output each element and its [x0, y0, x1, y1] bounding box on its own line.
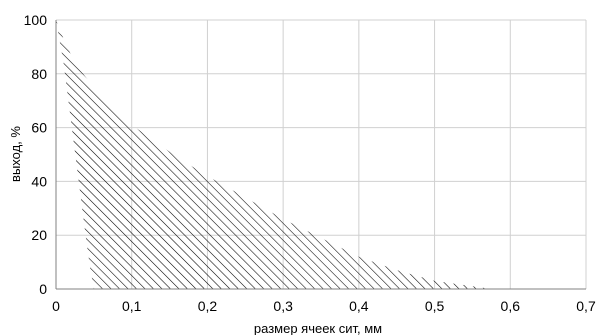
x-tick-label-2: 0,2 — [198, 298, 218, 314]
y-axis-title: выход, % — [8, 126, 23, 182]
y-tick-label-0: 0 — [39, 281, 47, 297]
x-tick-label-0: 0 — [52, 298, 60, 314]
y-tick-label-3: 60 — [31, 120, 47, 136]
x-tick-label-1: 0,1 — [122, 298, 142, 314]
x-tick-label-5: 0,5 — [425, 298, 445, 314]
y-tick-label-5: 100 — [24, 12, 48, 28]
x-tick-label-3: 0,3 — [273, 298, 293, 314]
y-tick-labels: 0 20 40 60 80 100 — [24, 12, 48, 297]
y-tick-label-2: 40 — [31, 173, 47, 189]
hatched-region — [56, 20, 492, 289]
x-tick-labels: 0 0,1 0,2 0,3 0,4 0,5 0,6 0,7 — [52, 298, 596, 314]
x-tick-label-4: 0,4 — [349, 298, 369, 314]
y-tick-label-1: 20 — [31, 227, 47, 243]
y-tick-label-4: 80 — [31, 66, 47, 82]
x-axis-title: размер ячеек сит, мм — [254, 321, 382, 335]
x-tick-label-7: 0,7 — [576, 298, 596, 314]
x-tick-label-6: 0,6 — [501, 298, 521, 314]
axes — [55, 20, 586, 290]
data-area — [56, 20, 492, 289]
